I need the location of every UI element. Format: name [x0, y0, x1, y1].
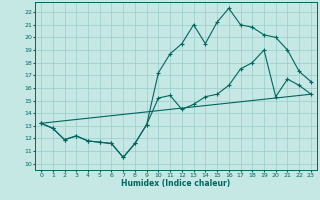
X-axis label: Humidex (Indice chaleur): Humidex (Indice chaleur) [121, 179, 231, 188]
